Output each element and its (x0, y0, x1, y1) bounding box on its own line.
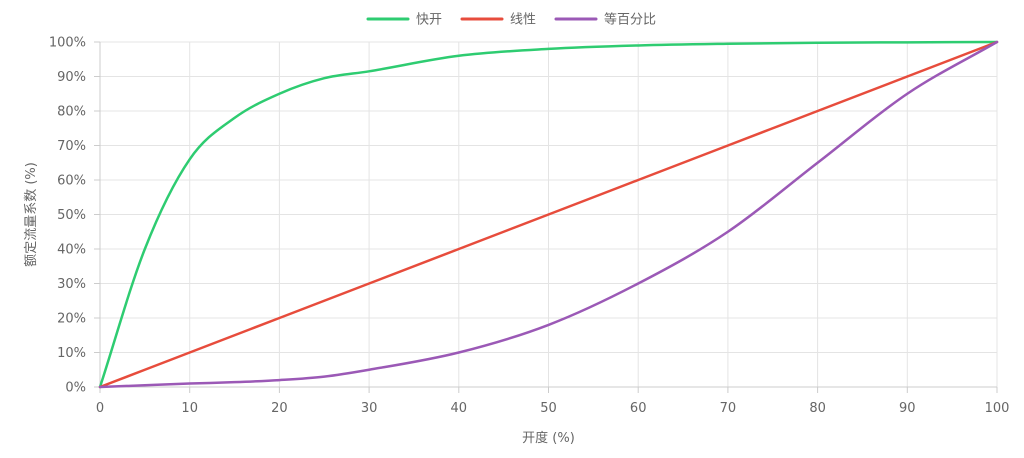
x-tick-label: 90 (899, 401, 916, 416)
y-tick-label: 100% (49, 36, 86, 51)
y-tick-label: 30% (57, 277, 86, 292)
legend-label: 等百分比 (604, 12, 656, 28)
legend: 快开 线性 等百分比 (366, 12, 656, 28)
x-tick-label: 40 (451, 401, 468, 416)
y-tick-label: 0% (65, 381, 86, 396)
x-tick-label: 80 (809, 401, 826, 416)
y-tick-label: 60% (57, 174, 86, 189)
y-tick-label: 20% (57, 312, 86, 327)
legend-label: 快开 (416, 13, 442, 28)
x-tick-label: 10 (181, 401, 198, 416)
series-line-3 (98, 40, 999, 389)
y-tick-label: 70% (57, 139, 86, 154)
y-tick-label: 10% (57, 346, 86, 361)
x-tick-label: 50 (540, 401, 557, 416)
y-tick-label: 90% (57, 70, 86, 85)
series-line-1 (98, 40, 999, 389)
x-tick-label: 30 (361, 401, 378, 416)
y-axis-title: 额定流量系数 (%) (24, 162, 39, 267)
x-tick-label: 100 (985, 401, 1010, 416)
x-axis-title: 开度 (%) (522, 430, 575, 446)
y-tick-label: 50% (57, 208, 86, 223)
y-tick-label: 40% (57, 243, 86, 258)
series-line-2 (98, 40, 999, 389)
legend-label: 线性 (510, 13, 536, 28)
x-tick-label: 60 (630, 401, 647, 416)
x-tick-label: 20 (271, 401, 288, 416)
legend-item[interactable]: 等百分比 (554, 12, 656, 28)
legend-item[interactable]: 线性 (460, 13, 536, 28)
x-tick-label: 0 (96, 401, 104, 416)
series-lines (98, 40, 999, 389)
x-tick-label: 70 (720, 401, 737, 416)
y-tick-label: 80% (57, 105, 86, 120)
legend-item[interactable]: 快开 (366, 13, 442, 28)
